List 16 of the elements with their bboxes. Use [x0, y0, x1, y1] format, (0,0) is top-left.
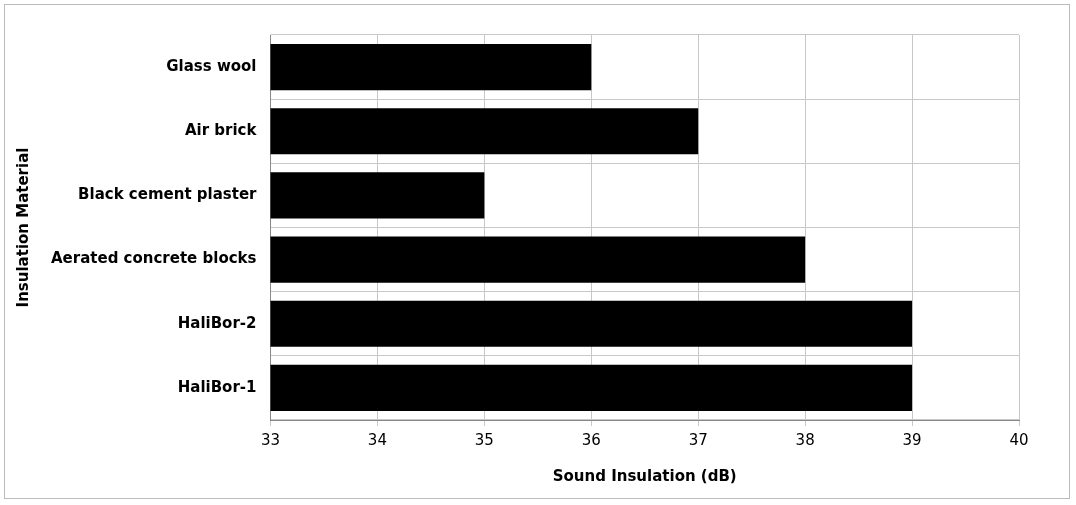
y-tick-label: HaliBor-1 — [177, 377, 257, 396]
x-tick-label: 38 — [795, 430, 815, 449]
y-tick-label: Glass wool — [166, 56, 257, 75]
y-axis-title: Insulation Material — [13, 147, 32, 308]
x-tick-label: 39 — [902, 430, 922, 449]
y-tick-label: Aerated concrete blocks — [50, 249, 257, 268]
y-tick-label: Black cement plaster — [78, 185, 258, 204]
x-tick-label: 36 — [581, 430, 601, 449]
x-tick-label: 40 — [1009, 430, 1029, 449]
x-tick-label: 37 — [688, 430, 708, 449]
y-tick-label: Air brick — [184, 121, 258, 140]
x-axis-title: Sound Insulation (dB) — [552, 466, 737, 485]
x-tick-label: 33 — [260, 430, 281, 449]
x-tick-label: 34 — [367, 430, 387, 449]
x-tick-label: 35 — [474, 430, 494, 449]
y-tick-label: HaliBor-2 — [177, 313, 257, 332]
